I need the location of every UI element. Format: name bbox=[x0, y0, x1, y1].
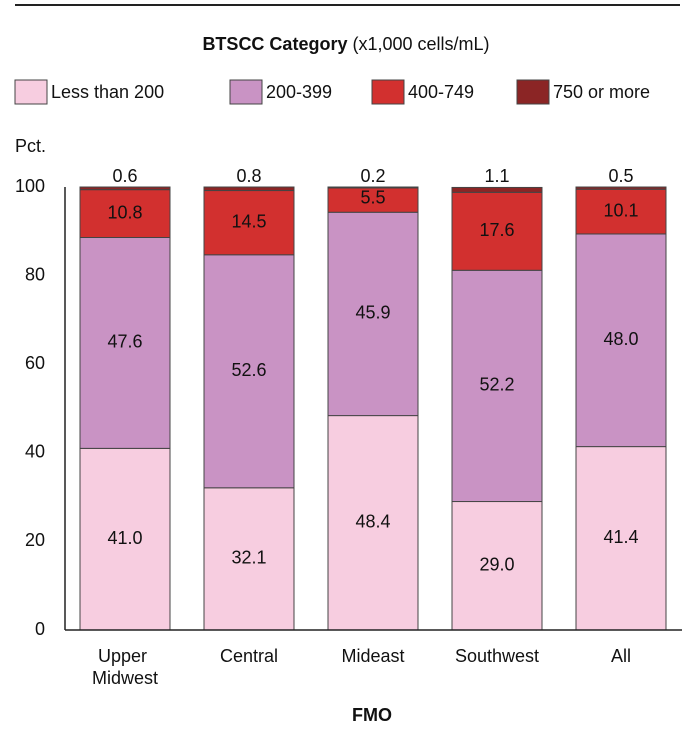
bar-segment bbox=[327, 211, 419, 417]
bar-segment bbox=[203, 254, 295, 489]
x-tick-label: All bbox=[611, 646, 631, 666]
bar-segment bbox=[79, 186, 171, 191]
bar-segment bbox=[451, 186, 543, 193]
bar-segment bbox=[203, 190, 295, 256]
legend-label: 400-749 bbox=[408, 82, 474, 102]
value-label: 48.0 bbox=[603, 329, 638, 349]
bar-segment bbox=[327, 187, 419, 213]
bar-segment bbox=[451, 191, 543, 271]
bar-segment bbox=[203, 186, 295, 192]
value-label: 0.2 bbox=[360, 166, 385, 186]
value-label: 47.6 bbox=[107, 332, 142, 352]
bar-segment bbox=[451, 269, 543, 503]
x-axis-label: FMO bbox=[352, 705, 392, 725]
value-label: 5.5 bbox=[360, 188, 385, 208]
bar-segment bbox=[451, 501, 543, 631]
value-label: 17.6 bbox=[479, 220, 514, 240]
value-label: 0.8 bbox=[236, 166, 261, 186]
y-tick-label: 0 bbox=[35, 619, 45, 639]
legend-label: Less than 200 bbox=[51, 82, 164, 102]
y-tick-label: 20 bbox=[25, 530, 45, 550]
legend-swatch bbox=[229, 79, 263, 105]
x-tick-label: Southwest bbox=[455, 646, 539, 666]
bar-segment bbox=[575, 446, 667, 631]
bar-segment bbox=[575, 233, 667, 448]
value-label: 1.1 bbox=[484, 166, 509, 186]
y-tick-label: 80 bbox=[25, 264, 45, 284]
title-unit: (x1,000 cells/mL) bbox=[352, 34, 489, 54]
value-label: 0.5 bbox=[608, 166, 633, 186]
x-tick-label: Central bbox=[220, 646, 278, 666]
value-label: 45.9 bbox=[355, 303, 390, 323]
value-label: 29.0 bbox=[479, 555, 514, 575]
bar-segment bbox=[327, 186, 419, 189]
value-label: 41.4 bbox=[603, 527, 638, 547]
value-label: 14.5 bbox=[231, 211, 266, 231]
legend-label: 200-399 bbox=[266, 82, 332, 102]
title: BTSCC Category bbox=[202, 34, 347, 54]
legend-swatch bbox=[371, 79, 405, 105]
y-tick-label: 40 bbox=[25, 442, 45, 462]
value-label: 52.2 bbox=[479, 375, 514, 395]
value-label: 0.6 bbox=[112, 166, 137, 186]
bar-segment bbox=[575, 186, 667, 190]
x-tick-label: Upper Midwest bbox=[92, 646, 158, 688]
value-label: 10.8 bbox=[107, 202, 142, 222]
y-axis-label: Pct. bbox=[15, 136, 46, 156]
value-label: 32.1 bbox=[231, 548, 266, 568]
value-label: 52.6 bbox=[231, 360, 266, 380]
bar-segment bbox=[79, 237, 171, 449]
legend-swatch bbox=[516, 79, 550, 105]
value-label: 10.1 bbox=[603, 200, 638, 220]
value-label: 41.0 bbox=[107, 528, 142, 548]
bar-segment bbox=[575, 188, 667, 235]
y-tick-label: 100 bbox=[15, 176, 45, 196]
y-tick-label: 60 bbox=[25, 353, 45, 373]
legend-label: 750 or more bbox=[553, 82, 650, 102]
chart-title: BTSCC Category (x1,000 cells/mL) bbox=[202, 34, 489, 54]
bar-segment bbox=[203, 487, 295, 631]
legend-swatch bbox=[14, 79, 48, 105]
x-tick-label: Mideast bbox=[341, 646, 404, 666]
value-label: 48.4 bbox=[355, 512, 390, 532]
bar-segment bbox=[327, 415, 419, 631]
